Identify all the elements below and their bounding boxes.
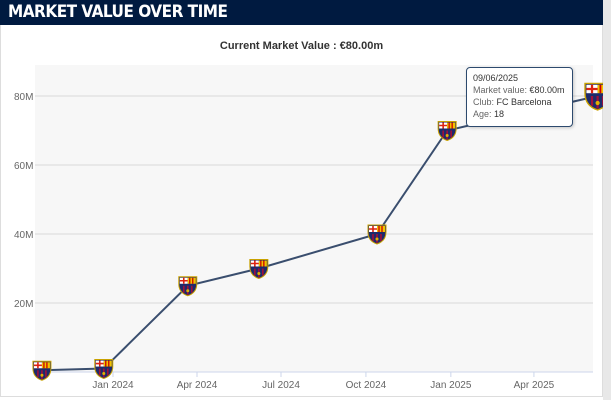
- scrollbar[interactable]: [603, 0, 611, 400]
- tooltip-date: 09/06/2025: [473, 73, 519, 83]
- x-tick-label: Jan 2025: [430, 380, 472, 391]
- y-tick-label: 80M: [14, 92, 33, 103]
- tooltip-mv-label: Market value:: [473, 85, 530, 95]
- fc-barcelona-crest-icon: [249, 259, 269, 280]
- section-header: MARKET VALUE OVER TIME: [0, 0, 603, 25]
- x-tick-label: Oct 2024: [346, 380, 387, 391]
- tooltip-mv: €80.00m: [529, 85, 565, 95]
- x-tick-label: Jul 2024: [262, 380, 300, 391]
- fc-barcelona-crest-icon: [32, 360, 52, 381]
- y-tick-label: 40M: [14, 230, 33, 241]
- fc-barcelona-crest-icon: [437, 121, 457, 142]
- fc-barcelona-crest-icon: [367, 224, 387, 245]
- current-market-value: Current Market Value : €80.00m: [219, 40, 384, 52]
- fc-barcelona-crest-icon: [584, 82, 603, 111]
- x-tick-label: Apr 2024: [177, 380, 218, 391]
- fc-barcelona-crest-icon: [94, 359, 114, 380]
- y-tick-label: 20M: [14, 299, 33, 310]
- x-tick-label: Jan 2024: [92, 380, 134, 391]
- tooltip: 09/06/2025 Market value: €80.00m Club: F…: [466, 67, 573, 127]
- tooltip-club-label: Club:: [473, 97, 497, 107]
- chart-frame: [0, 25, 603, 397]
- tooltip-age: 18: [494, 109, 505, 119]
- x-tick-label: Apr 2025: [514, 380, 555, 391]
- market-value-chart: 20M 40M 60M 80M Jan 2024 Apr 2024 Jul 2024 Oct …: [14, 82, 603, 391]
- fc-barcelona-crest-icon: [178, 276, 198, 297]
- y-tick-label: 60M: [14, 161, 33, 172]
- tooltip-club: FC Barcelona: [496, 97, 552, 107]
- tooltip-age-label: Age:: [473, 109, 495, 119]
